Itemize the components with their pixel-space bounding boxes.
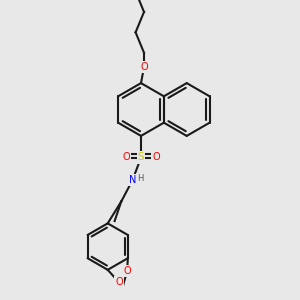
Text: O: O (140, 62, 148, 72)
Text: H: H (137, 174, 143, 183)
Text: O: O (115, 278, 123, 287)
Text: O: O (152, 152, 160, 163)
Text: S: S (138, 152, 144, 163)
Text: O: O (122, 152, 130, 163)
Text: O: O (123, 266, 131, 276)
Text: N: N (129, 175, 136, 185)
